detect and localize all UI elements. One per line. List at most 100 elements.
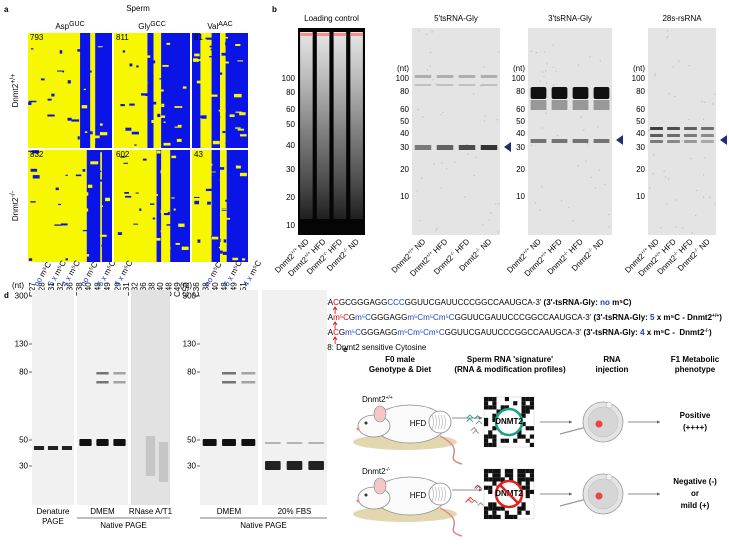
heatmap-cell bbox=[165, 252, 170, 256]
gel-band bbox=[308, 442, 324, 444]
qr-cell bbox=[484, 417, 489, 422]
gel-band bbox=[650, 127, 663, 130]
heatmap-cell bbox=[164, 246, 171, 250]
size-marker: 50 bbox=[19, 436, 28, 445]
heatmap-cell bbox=[59, 50, 63, 54]
rna bbox=[465, 498, 472, 503]
genotype-label: Dnmt2-/- bbox=[362, 467, 391, 476]
gel-speck bbox=[682, 227, 684, 229]
qr-cell bbox=[517, 469, 522, 474]
heatmap-cell bbox=[217, 238, 221, 242]
gel-band bbox=[667, 140, 680, 143]
rna bbox=[475, 420, 483, 425]
gel-speck bbox=[577, 165, 579, 167]
sequence-segment: +/+ bbox=[712, 313, 719, 319]
heatmap-block bbox=[211, 150, 220, 262]
qr-cell bbox=[509, 477, 514, 482]
gel-speck bbox=[712, 103, 714, 105]
position-label: C31 bbox=[122, 282, 131, 297]
qr-cell bbox=[517, 506, 522, 511]
gel-name: RNase A/T1 bbox=[129, 507, 173, 516]
qr-cell bbox=[492, 434, 497, 439]
size-marker: 300 bbox=[183, 292, 197, 301]
heatmap-cell bbox=[181, 166, 188, 170]
qr-cell bbox=[488, 514, 493, 519]
heatmap-cell bbox=[193, 82, 200, 86]
heatmap-cell bbox=[210, 48, 218, 51]
panel-title: Sperm bbox=[126, 4, 150, 13]
heatmap-cell bbox=[152, 194, 158, 197]
heatmap-block bbox=[192, 33, 201, 148]
qr-cell bbox=[484, 438, 489, 443]
qr-cell bbox=[513, 514, 518, 519]
gel-band bbox=[241, 372, 256, 375]
heatmap-cell bbox=[81, 59, 89, 62]
qr-cell bbox=[496, 469, 501, 474]
gel-speck bbox=[555, 70, 557, 73]
heatmap-cell bbox=[123, 202, 129, 204]
heatmap-cell bbox=[54, 224, 62, 226]
heatmap-cell bbox=[131, 131, 139, 135]
gel-speck bbox=[446, 168, 448, 170]
mouse-nose bbox=[356, 499, 360, 503]
sequence-segment: m⁵C bbox=[355, 313, 371, 322]
gel-smear bbox=[333, 32, 347, 219]
qr-cell bbox=[484, 397, 489, 402]
gel-speck bbox=[688, 64, 690, 67]
heatmap-cell bbox=[228, 71, 236, 73]
position-label: C48 bbox=[220, 282, 229, 297]
gel-speck bbox=[674, 95, 676, 97]
read-count: 832 bbox=[30, 150, 44, 159]
position-label: C48 bbox=[94, 282, 103, 297]
gel-name: 20% FBS bbox=[278, 507, 312, 516]
heatmap-cell bbox=[122, 50, 126, 53]
sequence-segment: 4 bbox=[640, 328, 645, 337]
gel-speck bbox=[583, 129, 585, 131]
heatmap-cell bbox=[65, 174, 68, 176]
position-label: C40 bbox=[211, 282, 220, 297]
heatmap-cell bbox=[196, 59, 203, 62]
tubule bbox=[437, 486, 440, 502]
gel-speck bbox=[690, 158, 692, 160]
qr-cell bbox=[504, 405, 509, 410]
heatmap-cell bbox=[101, 244, 110, 247]
size-marker: 30 bbox=[19, 462, 28, 471]
heatmap-cell bbox=[82, 169, 86, 172]
mouse-eye bbox=[364, 421, 368, 425]
lane-genotype: +/+ bbox=[303, 250, 312, 259]
heatmap-cell bbox=[126, 241, 131, 245]
gel-name: Denature bbox=[37, 507, 70, 516]
lane-diet: HFD bbox=[453, 237, 471, 255]
heatmap-cell bbox=[194, 63, 200, 66]
heatmap-cell bbox=[33, 229, 39, 232]
gel-speck bbox=[599, 60, 601, 62]
qr-cell bbox=[500, 506, 505, 511]
heatmap-cell bbox=[131, 101, 138, 106]
heatmap-cell bbox=[211, 171, 216, 173]
heatmap-cell bbox=[226, 241, 233, 243]
heatmap-cell bbox=[224, 217, 231, 220]
qr-cell bbox=[484, 485, 489, 490]
qr-cell bbox=[521, 506, 526, 511]
heatmap-cell bbox=[87, 184, 93, 188]
heatmap-cell bbox=[77, 136, 80, 140]
heatmap-cell bbox=[176, 138, 182, 142]
size-marker: 100 bbox=[282, 74, 296, 83]
gel-band bbox=[241, 381, 256, 384]
gel-speck bbox=[441, 162, 443, 164]
heatmap-cell bbox=[182, 86, 187, 89]
gel-band bbox=[551, 139, 568, 143]
lane-unit: m⁵C bbox=[208, 260, 224, 278]
gel-band bbox=[551, 100, 568, 110]
position-label: C32 bbox=[56, 282, 65, 297]
gel-speck bbox=[440, 113, 442, 116]
badge bbox=[494, 407, 524, 437]
mouse-eye bbox=[364, 493, 368, 497]
heatmap-cell bbox=[150, 101, 157, 105]
site-arrow bbox=[332, 321, 338, 329]
gel-name: DMEM bbox=[90, 507, 115, 516]
heatmap-cell bbox=[174, 106, 183, 108]
heatmap-cell bbox=[175, 105, 180, 108]
qr-cell bbox=[525, 438, 530, 443]
read-count: 81 bbox=[194, 33, 203, 42]
